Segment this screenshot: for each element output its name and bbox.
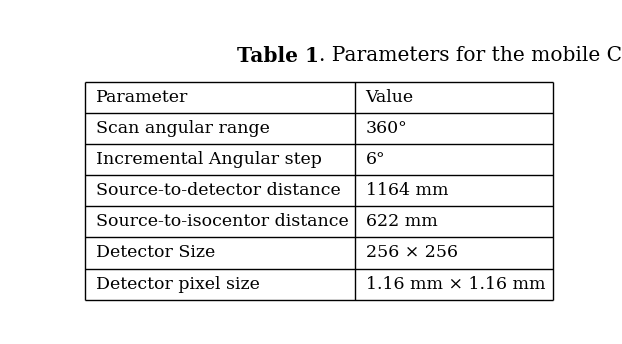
- Text: Detector Size: Detector Size: [96, 245, 215, 261]
- Text: Table 1: Table 1: [237, 46, 319, 66]
- Text: Source-to-detector distance: Source-to-detector distance: [96, 182, 340, 200]
- Text: 622 mm: 622 mm: [366, 214, 437, 230]
- Text: Detector pixel size: Detector pixel size: [96, 276, 259, 292]
- Text: 256 × 256: 256 × 256: [366, 245, 458, 261]
- Text: Incremental Angular step: Incremental Angular step: [96, 151, 322, 169]
- Text: . Parameters for the mobile C-arm system.: . Parameters for the mobile C-arm system…: [319, 46, 622, 65]
- Text: 360°: 360°: [366, 120, 407, 137]
- Text: 6°: 6°: [366, 151, 385, 169]
- Text: 1164 mm: 1164 mm: [366, 182, 448, 200]
- Text: Source-to-isocentor distance: Source-to-isocentor distance: [96, 214, 348, 230]
- Text: 1.16 mm × 1.16 mm: 1.16 mm × 1.16 mm: [366, 276, 545, 292]
- Text: Scan angular range: Scan angular range: [96, 120, 269, 137]
- Text: Parameter: Parameter: [96, 89, 188, 106]
- Text: Value: Value: [366, 89, 414, 106]
